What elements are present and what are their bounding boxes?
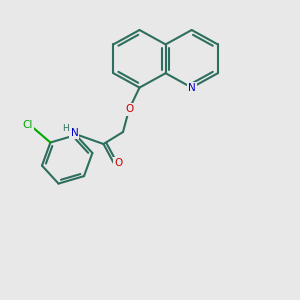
Text: O: O	[125, 104, 133, 115]
Text: N: N	[188, 82, 196, 93]
Text: N: N	[70, 128, 78, 138]
Text: Cl: Cl	[23, 119, 33, 130]
Text: H: H	[62, 124, 69, 133]
Text: O: O	[114, 158, 123, 169]
